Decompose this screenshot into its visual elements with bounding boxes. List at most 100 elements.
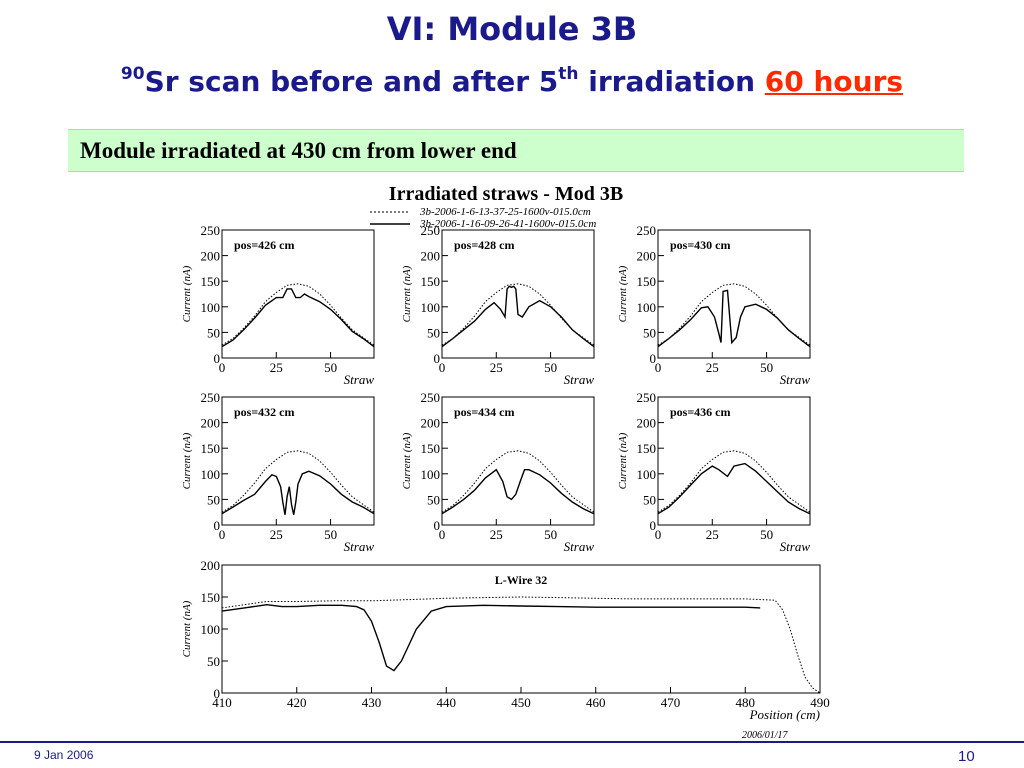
x-tick-label: 50	[544, 360, 557, 375]
y-tick-label: 250	[637, 223, 657, 238]
panel-2: 0 50 100 150 200 250 0 25 50 Straw Current (nA) pos…	[401, 223, 595, 387]
series-before-line	[221, 283, 375, 346]
panel-3: 0 50 100 150 200 250 0 25 50 Straw Current (nA) pos…	[617, 223, 811, 387]
y-tick-label: 100	[421, 300, 441, 315]
y-tick-label: 0	[214, 351, 221, 366]
series-before-line	[221, 450, 375, 513]
x-tick-label: 470	[661, 695, 681, 710]
y-tick-label: 150	[201, 590, 221, 605]
page-number: 10	[958, 748, 975, 765]
y-tick-label: 50	[207, 492, 220, 507]
y-tick-label: 50	[643, 325, 656, 340]
y-tick-label: 100	[637, 467, 657, 482]
y-tick-label: 150	[201, 274, 221, 289]
panel-6: 0 50 100 150 200 250 0 25 50 Straw Current (nA) pos…	[617, 390, 811, 554]
subtitle-text-b: irradiation	[578, 65, 765, 98]
series-after-line	[221, 603, 761, 672]
isotope-mass-number: 90	[120, 64, 145, 84]
y-tick-label: 200	[637, 416, 657, 431]
x-axis-label: Straw	[564, 372, 595, 387]
y-tick-label: 0	[214, 518, 221, 533]
y-tick-label: 200	[637, 249, 657, 264]
x-tick-label: 440	[437, 695, 457, 710]
plot-frame	[221, 396, 375, 526]
y-tick-label: 150	[421, 441, 441, 456]
footer-date: 9 Jan 2006	[34, 748, 94, 762]
ordinal-suffix: th	[558, 64, 579, 84]
y-tick-label: 150	[637, 441, 657, 456]
x-tick-label: 0	[219, 360, 226, 375]
y-tick-label: 100	[637, 300, 657, 315]
footer-divider	[0, 741, 1024, 743]
panel-4: 0 50 100 150 200 250 0 25 50 Straw Current (nA) pos…	[181, 390, 375, 554]
x-tick-label: 50	[324, 527, 337, 542]
series-before-line	[441, 283, 595, 346]
series-before-line	[657, 450, 811, 513]
plot-frame	[657, 229, 811, 359]
banner: Module irradiated at 430 cm from lower e…	[68, 129, 964, 172]
figure-date-stamp: 2006/01/17	[742, 730, 789, 738]
figure-svg: Irradiated straws - Mod 3B 3b-2006-1-6-1…	[181, 183, 830, 738]
y-axis-label: Current (nA)	[181, 265, 193, 322]
y-axis-label: Current (nA)	[617, 265, 629, 322]
series-before-line	[657, 283, 811, 346]
series-after-line	[221, 288, 375, 348]
y-axis-label: Current (nA)	[181, 432, 193, 489]
panel-5: 0 50 100 150 200 250 0 25 50 Straw Current (nA) pos…	[401, 390, 595, 554]
y-axis-label: Current (nA)	[401, 432, 413, 489]
x-tick-label: 0	[439, 360, 446, 375]
y-tick-label: 150	[421, 274, 441, 289]
x-tick-label: 0	[219, 527, 226, 542]
x-tick-label: 25	[270, 527, 283, 542]
y-tick-label: 150	[201, 441, 221, 456]
panel-7: 0 50 100 150 200 410 420 430 440 450 460 470 480 490P…	[181, 558, 830, 722]
plot-frame	[441, 229, 595, 359]
panel-title: pos=434 cm	[454, 405, 515, 419]
y-tick-label: 50	[207, 325, 220, 340]
panel-1: 0 50 100 150 200 250 0 25 50 Straw Current (nA) pos…	[181, 223, 375, 387]
x-tick-label: 0	[439, 527, 446, 542]
panel-title: pos=426 cm	[234, 238, 295, 252]
y-tick-label: 250	[201, 390, 221, 405]
y-tick-label: 200	[201, 558, 221, 573]
figure: Irradiated straws - Mod 3B 3b-2006-1-6-1…	[160, 178, 840, 738]
x-tick-label: 0	[655, 527, 662, 542]
y-tick-label: 0	[434, 518, 441, 533]
x-tick-label: 25	[706, 527, 719, 542]
x-tick-label: 50	[324, 360, 337, 375]
y-tick-label: 100	[201, 300, 221, 315]
y-tick-label: 50	[427, 492, 440, 507]
x-axis-label: Straw	[564, 539, 595, 554]
series-after-line	[221, 470, 375, 515]
y-axis-label: Current (nA)	[181, 600, 193, 657]
x-axis-label: Straw	[780, 539, 811, 554]
panel-title: pos=430 cm	[670, 238, 731, 252]
irradiation-duration: 60 hours	[764, 65, 904, 98]
y-tick-label: 250	[637, 390, 657, 405]
series-after-line	[657, 289, 811, 348]
y-tick-label: 150	[637, 274, 657, 289]
x-tick-label: 0	[655, 360, 662, 375]
y-tick-label: 50	[643, 492, 656, 507]
y-tick-label: 250	[201, 223, 221, 238]
y-tick-label: 0	[434, 351, 441, 366]
figure-title: Irradiated straws - Mod 3B	[389, 183, 623, 205]
slide-title: VI: Module 3B	[386, 10, 638, 48]
legend-label-before: 3b-2006-1-6-13-37-25-1600v-015.0cm	[419, 206, 591, 218]
y-tick-label: 200	[421, 416, 441, 431]
series-before-line	[441, 450, 595, 513]
x-axis-label: Position (cm)	[749, 707, 820, 722]
x-tick-label: 25	[270, 360, 283, 375]
y-axis-label: Current (nA)	[401, 265, 413, 322]
x-tick-label: 50	[760, 527, 773, 542]
series-before-line	[221, 596, 821, 694]
x-tick-label: 25	[490, 527, 503, 542]
x-tick-label: 50	[760, 360, 773, 375]
x-tick-label: 420	[287, 695, 307, 710]
panel-title: pos=428 cm	[454, 238, 515, 252]
y-tick-label: 200	[201, 249, 221, 264]
panel-title: L-Wire 32	[495, 573, 548, 587]
y-axis-label: Current (nA)	[617, 432, 629, 489]
x-tick-label: 450	[511, 695, 531, 710]
series-after-line	[657, 462, 811, 515]
